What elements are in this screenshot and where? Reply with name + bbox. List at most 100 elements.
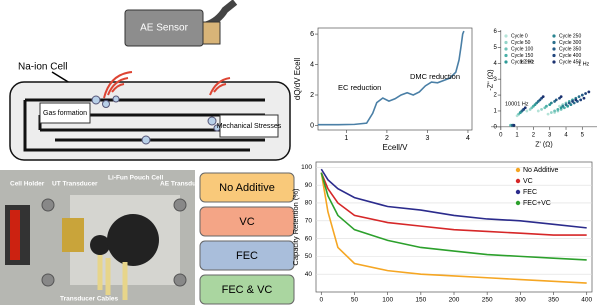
ut-label: UT Transducer (52, 181, 98, 188)
data-point (561, 105, 564, 108)
x-tick-label: 3 (425, 135, 429, 142)
x-axis-label: Ecell/V (383, 143, 409, 152)
photo: Cell Holder UT Transducer Li-Fun Pouch C… (0, 170, 206, 305)
legend-label: Cycle 250 (559, 33, 581, 39)
x-tick-label: 5 (581, 132, 585, 138)
ae-label: AE Transducer (160, 181, 206, 188)
data-point (579, 98, 582, 101)
legend-label: FEC (523, 189, 537, 196)
y-axis-label: Capacity Retention (%) (291, 188, 300, 266)
y-tick-label: 1 (493, 109, 497, 115)
y-tick-label: 4 (310, 61, 314, 68)
annotation: 12 Hz (520, 59, 535, 65)
legend-marker (516, 201, 520, 205)
legend-marker (504, 54, 507, 57)
x-tick-label: 4 (564, 132, 568, 138)
legend-label: Cycle 400 (559, 53, 581, 59)
x-tick-label: 400 (581, 297, 592, 304)
x-tick-label: 4 (466, 135, 470, 142)
x-tick-label: 250 (482, 297, 493, 304)
data-point (525, 110, 528, 113)
legend-label: Cycle 300 (559, 40, 581, 46)
y-tick-label: 90 (305, 182, 313, 189)
y-tick-label: 100 (301, 164, 312, 171)
x-axis-label: Z' (Ω) (535, 142, 552, 149)
data-point (578, 95, 581, 98)
y-tick-label: 2 (310, 92, 314, 99)
y-tick-label: 40 (305, 271, 313, 278)
figure: AE Sensor Na-ion Cell Gas formation Mech… (0, 0, 604, 305)
data-point (550, 102, 553, 105)
x-tick-label: 0 (499, 132, 503, 138)
x-tick-label: 200 (449, 297, 460, 304)
x-tick-label: 150 (415, 297, 426, 304)
sensor-label: AE Sensor (140, 23, 188, 34)
holder-red (10, 210, 20, 260)
cell-title: Na-ion Cell (18, 62, 67, 73)
legend-label: Cycle 150 (511, 53, 533, 59)
data-line (321, 169, 586, 228)
x-tick-label: 3 (548, 132, 552, 138)
annotation: DMC reduction (410, 72, 460, 81)
legend-marker (516, 179, 520, 183)
holder-label: Cell Holder (10, 181, 45, 188)
x-tick-label: 2 (532, 132, 536, 138)
data-point (560, 95, 563, 98)
y-tick-label: 50 (305, 253, 313, 260)
additive-label: No Additive (219, 182, 275, 194)
x-tick-label: 300 (515, 297, 526, 304)
data-point (512, 124, 515, 127)
data-point (555, 98, 558, 101)
x-tick-label: 0 (319, 297, 323, 304)
data-point (540, 108, 543, 111)
additive-label: FEC (236, 250, 258, 262)
annotation: EC reduction (338, 83, 381, 92)
data-point (565, 103, 568, 106)
data-point (553, 110, 556, 113)
cables-label: Transducer Cables (60, 296, 119, 303)
y-tick-label: 2 (493, 93, 497, 99)
y-tick-label: 60 (305, 235, 313, 242)
y-tick-label: 80 (305, 200, 313, 207)
data-point (574, 98, 577, 101)
data-point (545, 105, 548, 108)
legend-marker (552, 34, 555, 37)
legend-label: VC (523, 178, 533, 185)
legend-marker (552, 54, 555, 57)
legend-label: Cycle 100 (511, 46, 533, 52)
y-tick-label: 0 (310, 122, 314, 129)
data-point (547, 113, 550, 116)
y-tick-label: 6 (310, 31, 314, 38)
legend-label: Cycle 0 (511, 33, 528, 39)
x-tick-label: 50 (351, 297, 359, 304)
additive-label: FEC & VC (222, 284, 273, 296)
legend-marker (552, 47, 555, 50)
legend-label: Cycle 50 (511, 40, 531, 46)
x-tick-label: 100 (382, 297, 393, 304)
annotation: 1 Hz (578, 61, 590, 67)
gas-label: Gas formation (43, 110, 87, 117)
legend-marker (504, 34, 507, 37)
data-point (556, 108, 559, 111)
legend-label: No Additive (523, 167, 559, 174)
legend-marker (504, 60, 507, 63)
legend-marker (516, 190, 520, 194)
additive-label: VC (239, 216, 254, 228)
pouch-label: Li-Fun Pouch Cell (108, 175, 163, 182)
legend-marker (516, 168, 520, 172)
data-point (583, 97, 586, 100)
x-tick-label: 1 (344, 135, 348, 142)
stress-label: Mechanical Stresses (217, 123, 282, 130)
x-tick-label: 1 (515, 132, 519, 138)
data-point (587, 91, 590, 94)
y-tick-label: 5 (493, 45, 497, 51)
data-point (550, 111, 553, 114)
y-tick-label: 6 (493, 29, 497, 35)
data-point (542, 95, 545, 98)
legend-label: Cycle 350 (559, 46, 581, 52)
data-point (568, 102, 571, 105)
legend-marker (504, 47, 507, 50)
plot-frame (316, 162, 592, 292)
y-tick-label: 70 (305, 217, 313, 224)
annotation: 10001 Hz (505, 101, 529, 107)
